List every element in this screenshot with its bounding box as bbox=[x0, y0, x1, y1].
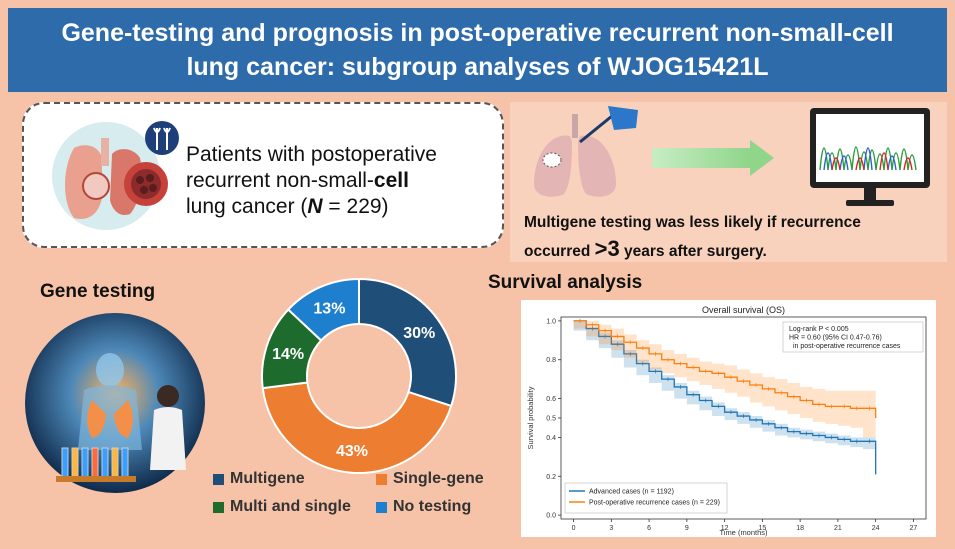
legend-swatch-multi-and-single bbox=[213, 501, 224, 513]
donut-slice-no-testing bbox=[286, 277, 360, 342]
patients-n-symbol: N bbox=[307, 195, 323, 218]
donut-label-single-gene: 43% bbox=[336, 443, 368, 460]
km-legend-box bbox=[564, 482, 728, 514]
finding-part-1: Multigene testing was less likely if rec… bbox=[524, 214, 861, 231]
km-curve-post-operative bbox=[573, 320, 877, 418]
lung-pathology-icon bbox=[52, 121, 179, 230]
donut-legend: Multigene Single-gene Multi and single N… bbox=[213, 470, 503, 530]
gene-testing-donut-chart: 30% 43% 14% 13% bbox=[261, 277, 457, 474]
kaplan-meier-chart: Overall survival (OS) 0 3 6 9 12 15 18 21 24 27 0.0… bbox=[526, 305, 927, 537]
km-y-tick-label: 0.4 bbox=[546, 435, 556, 442]
legend-item-single-gene: Single-gene bbox=[376, 470, 484, 488]
donut-label-multigene: 30% bbox=[403, 325, 435, 342]
patients-line-1: Patients with postoperative bbox=[186, 143, 437, 166]
patients-line-2b: cell bbox=[373, 169, 409, 192]
gene-testing-title: Gene testing bbox=[40, 281, 156, 302]
km-chart-title: Overall survival (OS) bbox=[702, 305, 785, 315]
km-annotation-line: in post-operative recurrence cases bbox=[793, 343, 901, 350]
patients-line-3b: = 229) bbox=[322, 195, 389, 218]
legend-item-multigene: Multigene bbox=[213, 470, 305, 488]
patients-box: Patients with postoperative recurrent no… bbox=[22, 102, 504, 248]
km-legend-label-post-operative: Post-operative recurrence cases (n = 229… bbox=[589, 500, 720, 507]
finding-box: Multigene testing was less likely if rec… bbox=[510, 102, 947, 262]
legend-label-multigene: Multigene bbox=[230, 470, 305, 487]
km-y-tick-label: 0.8 bbox=[546, 357, 556, 364]
donut-label-no-testing: 13% bbox=[313, 301, 345, 318]
donut-slice-single-gene bbox=[261, 381, 453, 474]
patients-line-3: lung cancer (N = 229) bbox=[186, 194, 496, 220]
patients-line-2a: recurrent non-small- bbox=[186, 169, 374, 192]
lung-biopsy-icon bbox=[534, 106, 638, 197]
km-y-tick-label: 0.0 bbox=[546, 513, 556, 520]
km-x-tick-label: 21 bbox=[834, 525, 842, 532]
finding-text: Multigene testing was less likely if rec… bbox=[524, 210, 934, 265]
title-line-1: Gene-testing and prognosis in post-opera… bbox=[61, 19, 894, 47]
donut-label-multi-and-single: 14% bbox=[272, 346, 304, 363]
sequencing-monitor-icon bbox=[810, 108, 930, 206]
km-x-tick-label: 0 bbox=[572, 525, 576, 532]
km-annotation-line: Log-rank P < 0.005 bbox=[789, 326, 849, 333]
finding-part-2: occurred bbox=[524, 243, 595, 260]
legend-item-multi-and-single: Multi and single bbox=[213, 498, 351, 516]
km-annotation-box bbox=[782, 321, 924, 353]
km-y-axis-label: Survival probability bbox=[526, 386, 535, 449]
km-y-tick-label: 0.5 bbox=[546, 416, 556, 423]
finding-big-number: >3 bbox=[594, 236, 620, 261]
survival-analysis-title: Survival analysis bbox=[488, 272, 643, 293]
km-x-tick-label: 6 bbox=[647, 525, 651, 532]
km-x-tick-label: 15 bbox=[758, 525, 766, 532]
km-x-tick-label: 24 bbox=[872, 525, 880, 532]
km-plot-panel: Overall survival (OS) 0 3 6 9 12 15 18 21 24 27 0.0… bbox=[521, 300, 936, 537]
legend-swatch-single-gene bbox=[376, 473, 387, 485]
legend-item-no-testing: No testing bbox=[376, 498, 471, 516]
finding-part-3: years after surgery. bbox=[619, 243, 767, 260]
patients-description: Patients with postoperative recurrent no… bbox=[186, 142, 496, 220]
km-y-tick-label: 0.2 bbox=[546, 474, 556, 481]
km-x-tick-label: 9 bbox=[685, 525, 689, 532]
legend-label-multi-and-single: Multi and single bbox=[230, 498, 351, 515]
lab-illustration bbox=[25, 313, 205, 493]
km-annotation-line: HR = 0.60 (95% CI 0.47-0.76) bbox=[789, 335, 882, 342]
km-x-axis-label: Time (months) bbox=[719, 528, 768, 537]
patients-line-3a: lung cancer ( bbox=[186, 195, 308, 218]
km-x-tick-label: 18 bbox=[796, 525, 804, 532]
title-line-2: lung cancer: subgroup analyses of WJOG15… bbox=[186, 53, 769, 81]
km-x-tick-label: 3 bbox=[609, 525, 613, 532]
legend-swatch-no-testing bbox=[376, 501, 387, 513]
header-banner: Gene-testing and prognosis in post-opera… bbox=[8, 8, 947, 92]
km-y-tick-label: 1.0 bbox=[546, 318, 556, 325]
legend-label-no-testing: No testing bbox=[393, 498, 472, 515]
km-ci-band-advanced bbox=[573, 320, 876, 450]
km-y-tick-label: 0.6 bbox=[546, 396, 556, 403]
legend-swatch-multigene bbox=[213, 473, 224, 485]
km-x-tick-label: 12 bbox=[721, 525, 729, 532]
arrow-icon bbox=[652, 140, 774, 176]
legend-label-single-gene: Single-gene bbox=[393, 470, 484, 487]
km-legend-label-advanced: Advanced cases (n = 1192) bbox=[589, 489, 674, 496]
km-x-tick-label: 27 bbox=[910, 525, 918, 532]
donut-slice-multigene bbox=[358, 277, 457, 408]
km-curve-advanced bbox=[573, 320, 877, 475]
patients-line-2: recurrent non-small-cell bbox=[186, 168, 496, 194]
